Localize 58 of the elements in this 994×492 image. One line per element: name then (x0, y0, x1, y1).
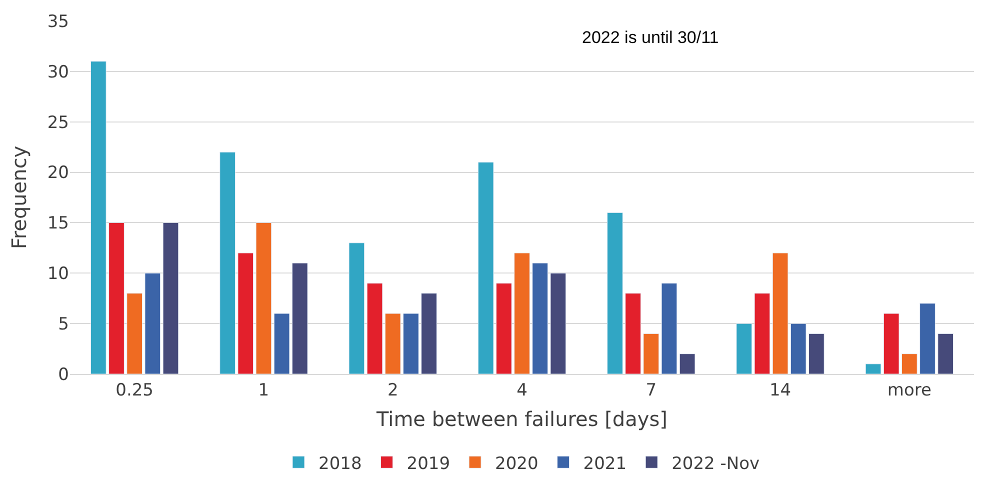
x-tick-label: 14 (769, 380, 792, 400)
y-tick-label: 15 (47, 214, 69, 234)
bar (292, 262, 308, 374)
y-tick-label: 30 (47, 62, 69, 82)
y-tick-label: 0 (58, 364, 69, 385)
y-tick-label: 10 (47, 264, 69, 284)
bar (607, 212, 623, 374)
bar (625, 293, 641, 374)
bar (162, 222, 179, 374)
bar (772, 252, 788, 374)
legend-label: 2018 (318, 454, 362, 474)
bar (274, 313, 290, 374)
bar (126, 293, 143, 374)
legend-label: 2019 (406, 454, 450, 474)
bar (108, 222, 124, 374)
bar (366, 282, 383, 374)
y-tick-label: 35 (47, 12, 69, 32)
annotation: 2022 is until 30/11 (582, 28, 719, 47)
legend-label: 2021 (583, 454, 627, 474)
bar (478, 162, 494, 374)
bar (421, 293, 437, 374)
bar (901, 354, 918, 374)
bar (754, 293, 770, 374)
bar (220, 152, 236, 374)
x-tick-label: 7 (646, 380, 657, 400)
x-tick-label: 4 (516, 380, 528, 400)
legend-label: 2022 -Nov (672, 454, 760, 474)
bar (90, 61, 106, 374)
bar (920, 303, 936, 374)
bar (238, 252, 254, 374)
x-tick-label: 2 (387, 380, 398, 400)
bar (679, 354, 696, 374)
y-tick-label: 5 (58, 314, 69, 335)
x-axis-title: Time between failures [days] (376, 406, 668, 431)
bar (550, 272, 566, 374)
y-tick-label: 25 (47, 112, 69, 133)
bar (496, 282, 512, 374)
bar (883, 313, 900, 374)
bar (514, 252, 530, 374)
bar (865, 364, 882, 374)
bar (643, 333, 660, 374)
bar (532, 262, 548, 374)
bar (256, 222, 272, 374)
bar (736, 323, 752, 374)
bar (144, 272, 161, 374)
y-axis-title: Frequency (6, 146, 31, 250)
bar (808, 333, 824, 374)
bar (348, 242, 365, 374)
legend-label: 2020 (495, 454, 538, 474)
x-tick-label: 0.25 (116, 380, 154, 400)
bar (790, 323, 806, 374)
bar (384, 313, 401, 374)
x-tick-label: 1 (258, 380, 270, 400)
bar (938, 333, 954, 374)
x-tick-label: more (887, 380, 932, 400)
bar (403, 313, 419, 374)
y-tick-label: 20 (47, 163, 69, 184)
bar (661, 282, 678, 374)
